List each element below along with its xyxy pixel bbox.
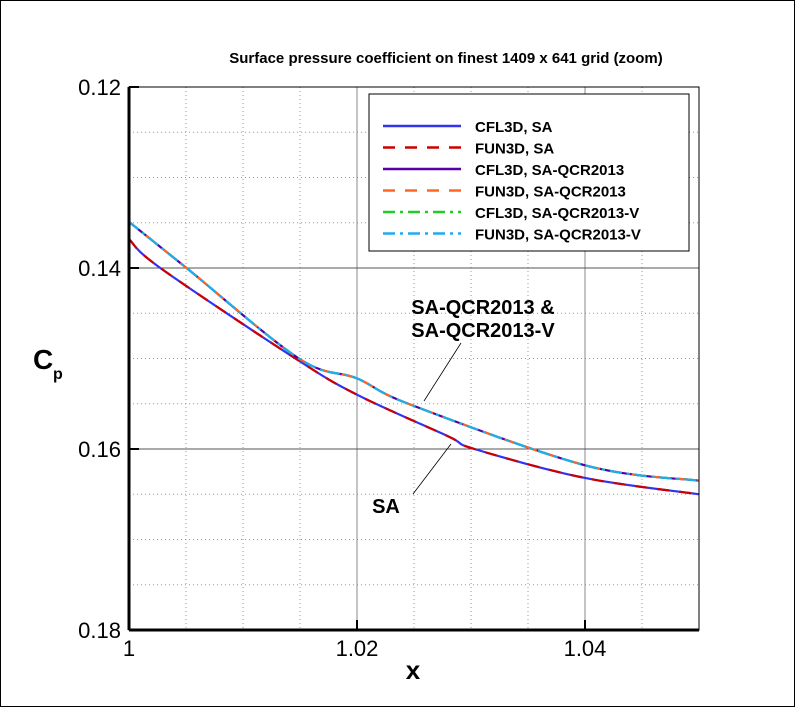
x-tick-label: 1 bbox=[123, 636, 135, 661]
series-group bbox=[128, 220, 700, 496]
y-axis-label-subscript: p bbox=[53, 366, 63, 383]
y-tick-label: 0.14 bbox=[78, 256, 121, 281]
x-axis-label: x bbox=[406, 655, 421, 685]
y-tick-label: 0.16 bbox=[78, 437, 121, 462]
legend-label-1: FUN3D, SA bbox=[475, 141, 554, 158]
legend-label-3: FUN3D, SA-QCR2013 bbox=[475, 184, 626, 201]
annotation-qcr: SA-QCR2013 & SA-QCR2013-V bbox=[411, 297, 555, 402]
y-axis-label: C p bbox=[33, 344, 63, 383]
y-tick-label: 0.12 bbox=[78, 75, 121, 100]
legend: CFL3D, SA FUN3D, SA CFL3D, SA-QCR2013 FUN3D… bbox=[368, 93, 690, 252]
legend-label-5: FUN3D, SA-QCR2013-V bbox=[475, 227, 641, 244]
y-tick-label: 0.18 bbox=[78, 618, 121, 643]
annotation-qcr-line2: SA-QCR2013-V bbox=[411, 320, 555, 342]
y-axis-label-main: C bbox=[33, 344, 53, 375]
annotation-sa-leader bbox=[412, 443, 452, 495]
series-line-5 bbox=[128, 220, 700, 482]
series-line-1 bbox=[128, 238, 700, 496]
annotation-qcr-leader bbox=[423, 342, 462, 402]
chart-title: Surface pressure coefficient on finest 1… bbox=[229, 50, 662, 67]
annotation-qcr-line1: SA-QCR2013 & bbox=[411, 297, 554, 319]
annotation-sa-text: SA bbox=[372, 496, 400, 518]
legend-label-0: CFL3D, SA bbox=[475, 119, 553, 136]
annotation-sa: SA bbox=[372, 443, 452, 518]
legend-label-4: CFL3D, SA-QCR2013-V bbox=[475, 205, 639, 222]
x-tick-label: 1.04 bbox=[564, 636, 607, 661]
legend-box bbox=[368, 93, 690, 252]
axes: 1 1.02 1.04 0.12 0.14 0.16 0.18 bbox=[78, 75, 700, 661]
x-tick-label: 1.02 bbox=[336, 636, 379, 661]
legend-label-2: CFL3D, SA-QCR2013 bbox=[475, 162, 624, 179]
